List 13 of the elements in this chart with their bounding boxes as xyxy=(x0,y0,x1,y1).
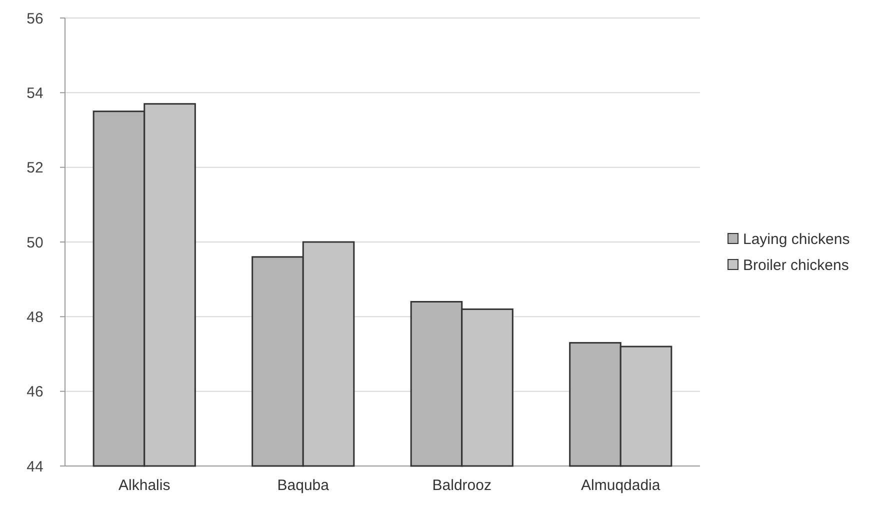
y-tick-label: 54 xyxy=(26,84,44,102)
y-tick-label: 50 xyxy=(26,234,44,252)
y-tick-label: 56 xyxy=(26,10,44,28)
y-tick-label: 52 xyxy=(26,160,44,177)
x-tick-label: Alkhalis xyxy=(118,477,170,494)
x-tick-label: Baquba xyxy=(277,477,330,494)
x-tick-label: Baldrooz xyxy=(432,477,492,494)
y-tick-label: 48 xyxy=(26,308,44,326)
legend-label: Laying chickens xyxy=(743,230,850,248)
x-tick-label: Almuqdadia xyxy=(581,477,661,494)
y-tick-label: 44 xyxy=(26,458,44,476)
y-tick-label: 46 xyxy=(26,384,44,401)
legend-label: Broiler chickens xyxy=(743,256,849,274)
